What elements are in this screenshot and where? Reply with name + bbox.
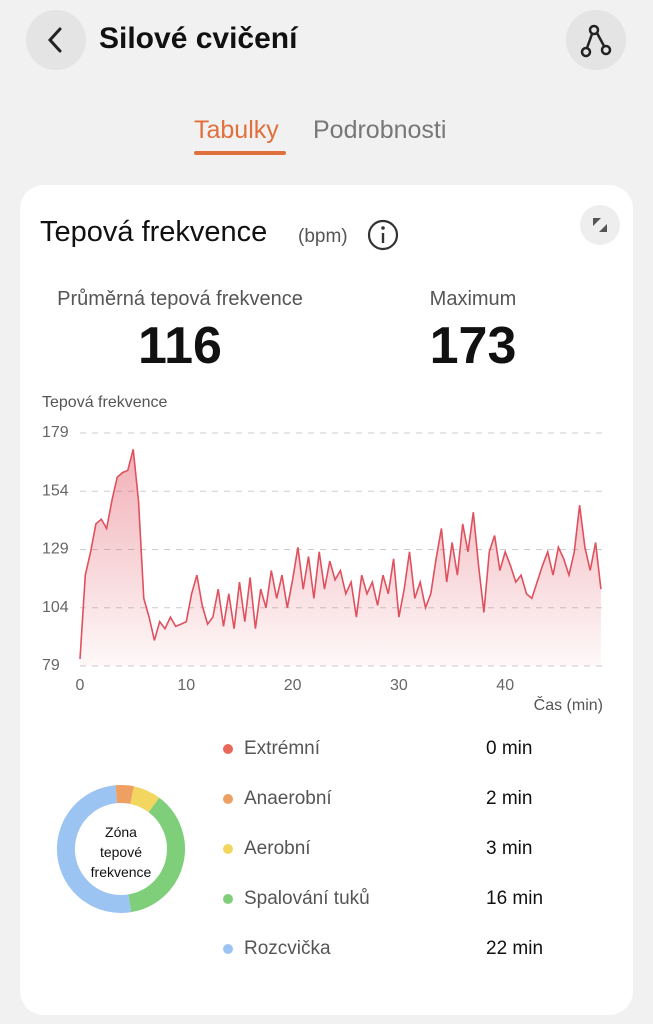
x-tick-label: 0 [76, 677, 85, 694]
legend-label: Anaerobní [244, 788, 332, 809]
legend-value: 16 min [486, 888, 544, 909]
expand-button[interactable] [580, 205, 620, 245]
y-tick-label: 154 [42, 482, 69, 499]
card-unit: (bpm) [298, 226, 348, 247]
x-tick-label: 10 [177, 677, 195, 694]
legend-value: 3 min [486, 838, 533, 859]
legend-label: Rozcvička [244, 938, 331, 959]
back-button[interactable] [26, 10, 86, 70]
stat-label: Maximum [429, 288, 517, 310]
tab-underline [194, 151, 286, 155]
donut-center-label: Zóna tepové frekvence [90, 824, 152, 880]
y-tick-label: 104 [42, 599, 69, 616]
stat-value: 173 [429, 317, 517, 375]
back-icon [47, 27, 62, 53]
line [79, 449, 602, 660]
line-chart: Tepová frekvence 79 104 129 154 179 0 10 20 30 40 Č… [42, 394, 603, 714]
legend-value: 22 min [486, 938, 544, 959]
donut-slice [127, 797, 185, 913]
legend-label: Spalování tuků [244, 888, 370, 909]
legend-dot [223, 844, 233, 854]
y-tick-label: 179 [42, 424, 69, 441]
x-tick-label: 30 [390, 677, 408, 694]
legend-dot [223, 944, 233, 954]
stat-value: 116 [138, 317, 222, 375]
legend-label: Aerobní [244, 838, 311, 859]
route-icon [580, 24, 612, 58]
legend-dot [223, 794, 233, 804]
info-icon[interactable] [366, 218, 400, 252]
x-tick-label: 40 [496, 677, 514, 694]
legend-dot [223, 744, 233, 754]
donut-chart [56, 785, 185, 913]
y-tick-label: 129 [42, 541, 69, 558]
legend-value: 0 min [486, 738, 533, 759]
legend-dot [223, 894, 233, 904]
x-tick-label: 20 [284, 677, 302, 694]
area [80, 449, 601, 666]
donut-slice [129, 786, 160, 813]
expand-icon [593, 218, 607, 232]
y-tick-label: 79 [42, 657, 60, 674]
page-title: Silové cvičení [99, 22, 298, 55]
donut-slice [115, 785, 135, 805]
tab[interactable]: Podrobnosti [313, 116, 447, 144]
legend-value: 2 min [486, 788, 533, 809]
x-axis-label: Čas (min) [534, 695, 603, 714]
stat-label: Průměrná tepová frekvence [57, 288, 303, 310]
legend-label: Extrémní [244, 738, 321, 759]
tab-active[interactable]: Tabulky [194, 116, 279, 144]
route-button[interactable] [566, 10, 626, 70]
y-axis-label: Tepová frekvence [42, 394, 168, 411]
donut-slice [56, 785, 132, 913]
card-title: Tepová frekvence [40, 216, 268, 248]
